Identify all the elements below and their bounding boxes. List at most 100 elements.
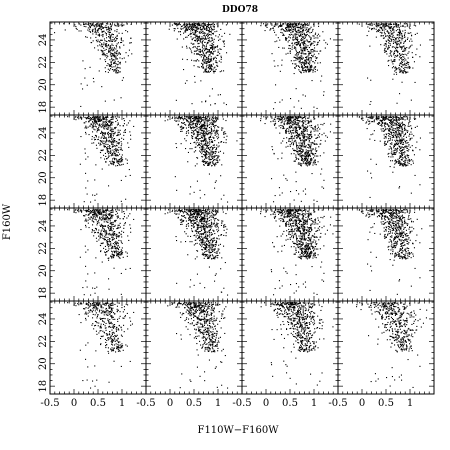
data-point: [107, 157, 109, 159]
data-point: [206, 61, 208, 63]
data-point: [199, 133, 201, 135]
data-point: [194, 81, 196, 83]
data-point: [218, 145, 220, 147]
data-point: [404, 58, 406, 60]
data-point: [102, 34, 104, 36]
data-point: [106, 158, 108, 160]
data-point: [121, 32, 123, 34]
data-point: [77, 116, 79, 118]
data-point: [79, 163, 81, 165]
data-point: [367, 24, 369, 26]
data-point: [306, 58, 308, 60]
data-point: [107, 126, 109, 128]
data-point: [105, 25, 107, 27]
data-point: [292, 143, 294, 145]
data-point: [310, 151, 312, 153]
data-point: [300, 200, 302, 202]
data-point: [304, 60, 306, 62]
data-point: [206, 26, 208, 28]
data-point: [389, 166, 391, 168]
data-point: [91, 117, 93, 119]
data-point: [204, 34, 206, 36]
data-point: [95, 126, 97, 128]
data-point: [100, 119, 102, 121]
data-point: [116, 46, 118, 48]
data-point: [310, 51, 312, 53]
data-point: [395, 123, 397, 125]
data-point: [190, 120, 192, 122]
data-point: [296, 65, 298, 67]
data-point: [213, 120, 215, 122]
data-point: [388, 36, 390, 38]
data-point: [94, 31, 96, 33]
data-point: [114, 52, 116, 54]
data-point: [113, 162, 115, 164]
data-point: [105, 124, 107, 126]
data-point: [396, 26, 398, 28]
data-point: [390, 124, 392, 126]
data-point: [133, 125, 135, 127]
data-point: [302, 24, 304, 26]
data-point: [299, 150, 301, 152]
data-point: [279, 194, 281, 196]
data-point: [93, 116, 95, 118]
data-point: [395, 39, 397, 41]
data-point: [115, 40, 117, 42]
data-point: [201, 130, 203, 132]
data-point: [279, 25, 281, 27]
data-point: [294, 127, 296, 129]
data-point: [117, 165, 119, 167]
data-point: [400, 46, 402, 48]
data-point: [200, 143, 202, 145]
data-point: [285, 37, 287, 39]
data-point: [199, 25, 201, 27]
data-point: [105, 143, 107, 145]
data-point: [298, 32, 300, 34]
data-point: [111, 154, 113, 156]
data-point: [391, 26, 393, 28]
data-point: [382, 23, 384, 25]
data-point: [99, 24, 101, 26]
data-point: [391, 150, 393, 152]
data-point: [200, 38, 202, 40]
data-point: [205, 162, 207, 164]
data-point: [113, 39, 115, 41]
data-point: [311, 136, 313, 138]
data-point: [111, 55, 113, 57]
data-point: [286, 23, 288, 25]
data-point: [208, 49, 210, 51]
data-point: [287, 127, 289, 129]
data-point: [175, 143, 177, 145]
data-point: [101, 50, 103, 52]
data-point: [298, 41, 300, 43]
data-point: [115, 72, 117, 74]
data-point: [305, 156, 307, 158]
data-point: [214, 70, 216, 72]
data-point: [399, 56, 401, 58]
data-point: [88, 134, 90, 136]
data-point: [168, 28, 170, 30]
data-point: [115, 52, 117, 54]
data-point: [206, 48, 208, 50]
data-point: [186, 116, 188, 118]
data-point: [399, 134, 401, 136]
data-point: [186, 24, 188, 26]
data-point: [300, 148, 302, 150]
data-point: [296, 158, 298, 160]
data-point: [391, 137, 393, 139]
data-point: [192, 118, 194, 120]
data-point: [194, 30, 196, 32]
data-point: [294, 136, 296, 138]
data-point: [296, 134, 298, 136]
data-point: [203, 26, 205, 28]
data-point: [304, 23, 306, 25]
data-point: [193, 191, 195, 193]
data-point: [300, 40, 302, 42]
data-point: [110, 40, 112, 42]
data-point: [199, 147, 201, 149]
data-point: [373, 119, 375, 121]
data-point: [369, 122, 371, 124]
data-point: [290, 26, 292, 28]
data-point: [314, 161, 316, 163]
data-point: [412, 56, 414, 58]
